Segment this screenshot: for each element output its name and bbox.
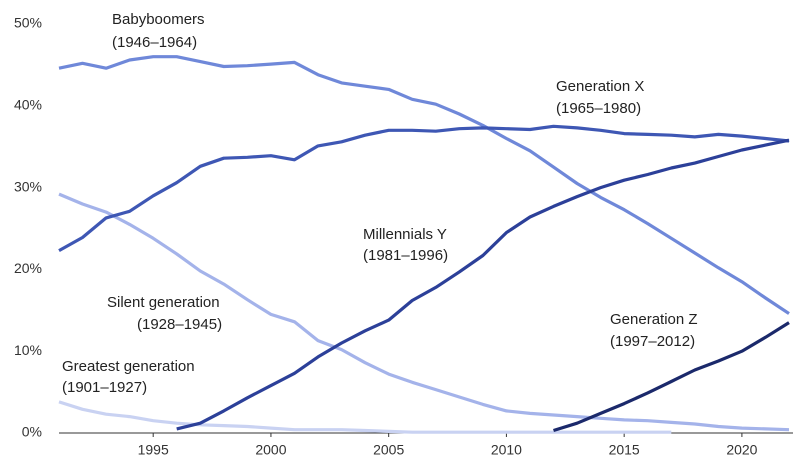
x-tick-label: 2015 <box>609 442 640 458</box>
series-line <box>553 321 790 433</box>
series-label: Silent generation <box>107 294 220 311</box>
x-tick-label: 2005 <box>373 442 404 458</box>
series-label: Greatest generation <box>62 358 195 375</box>
series-label: Generation Z <box>610 311 698 328</box>
y-tick-label: 0% <box>22 424 42 440</box>
series-label-years: (1997–2012) <box>610 333 695 350</box>
series-line <box>58 124 790 252</box>
series-label-years: (1901–1927) <box>62 379 147 396</box>
series-label-years: (1981–1996) <box>363 247 448 264</box>
series-label-years: (1928–1945) <box>137 316 222 333</box>
series-line <box>58 400 672 434</box>
y-tick-label: 10% <box>14 342 42 358</box>
x-tick-label: 2010 <box>491 442 522 458</box>
series-line <box>58 192 790 432</box>
series-label: Millennials Y <box>363 226 447 243</box>
series-label-years: (1946–1964) <box>112 34 197 51</box>
y-tick-label: 40% <box>14 97 42 113</box>
x-tick-label: 2000 <box>255 442 286 458</box>
y-tick-label: 20% <box>14 260 42 276</box>
series-line <box>58 55 790 315</box>
y-tick-label: 30% <box>14 178 42 194</box>
y-tick-label: 50% <box>14 15 42 31</box>
series-line <box>176 138 790 431</box>
series-label-years: (1965–1980) <box>556 100 641 117</box>
x-tick-label: 2020 <box>726 442 757 458</box>
series-label: Babyboomers <box>112 11 205 28</box>
series-label: Generation X <box>556 78 644 95</box>
x-tick-label: 1995 <box>138 442 169 458</box>
